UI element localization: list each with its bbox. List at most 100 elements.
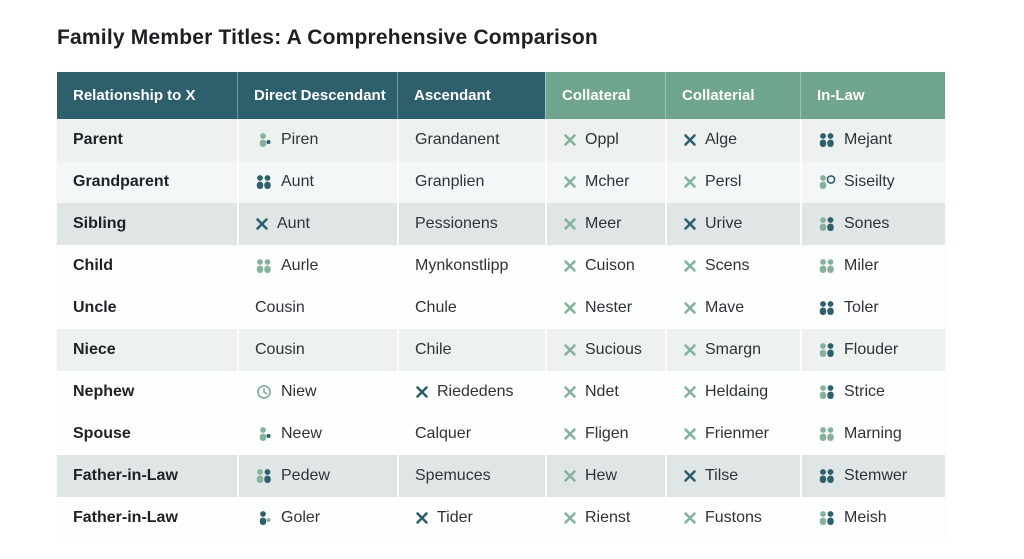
table-cell: Ndet [545, 371, 665, 413]
people-mixed-icon [255, 468, 273, 484]
x-green-icon [563, 175, 577, 189]
table-cell: Aurle [237, 245, 397, 287]
cell-text: Neew [281, 425, 322, 442]
x-green-icon [683, 175, 697, 189]
cell-text: Tider [437, 509, 473, 526]
cell-text: Riededens [437, 383, 514, 400]
cell-text: Pessionens [415, 215, 498, 232]
cell-text: Piren [281, 131, 319, 148]
table-cell: Piren [237, 119, 397, 161]
x-green-icon [563, 217, 577, 231]
table-cell: Neew [237, 413, 397, 455]
table-cell: Oppl [545, 119, 665, 161]
row-relationship: Parent [73, 131, 123, 148]
table-cell: Alge [665, 119, 800, 161]
cell-text: Hew [585, 467, 618, 484]
table-cell: Persl [665, 161, 800, 203]
cell-text: Smargn [705, 341, 762, 358]
table-row: Spouse Neew Calquer Fligen Frienmer Marning [57, 413, 945, 455]
table-cell: Fustons [665, 497, 800, 539]
x-green-icon [563, 259, 577, 273]
cell-text: Chile [415, 341, 452, 358]
x-green-icon [563, 385, 577, 399]
table-row: Child Aurle Mynkonstlipp Cuison Scens Miler [57, 245, 945, 287]
clock-icon [255, 384, 273, 400]
x-green-icon [683, 343, 697, 357]
table-cell: Meish [800, 497, 945, 539]
table-row: Father-in-Law Goler Tider Rienst Fustons Meis… [57, 497, 945, 539]
people-dark-icon [255, 174, 273, 190]
table-cell: Smargn [665, 329, 800, 371]
cell-text: Cousin [255, 299, 305, 316]
table-cell: Spemuces [397, 455, 545, 497]
table-cell: Niew [237, 371, 397, 413]
x-green-icon [563, 343, 577, 357]
cell-text: Fligen [585, 425, 629, 442]
table-cell: Sones [800, 203, 945, 245]
table-cell: Aunt [237, 161, 397, 203]
table-cell: Sucious [545, 329, 665, 371]
table-row: Niece Cousin Chile Sucious Smargn Flouder [57, 329, 945, 371]
cell-text: Urive [705, 215, 743, 232]
x-dark-icon [683, 217, 697, 231]
table-row: Sibling Aunt Pessionens Meer Urive Sones [57, 203, 945, 245]
table-cell: Cuison [545, 245, 665, 287]
cell-text: Sucious [585, 341, 642, 358]
column-header-relationship-to-x: Relationship to X [57, 72, 237, 119]
cell-text: Strice [844, 383, 885, 400]
table-cell: Mcher [545, 161, 665, 203]
table-cell: Rienst [545, 497, 665, 539]
row-relationship: Uncle [73, 299, 117, 316]
people-mixed-icon [818, 342, 836, 358]
x-green-icon [563, 469, 577, 483]
x-green-icon [683, 427, 697, 441]
cell-text: Aurle [281, 257, 319, 274]
table-cell: Tider [397, 497, 545, 539]
cell-text: Frienmer [705, 425, 770, 442]
table-cell: Chile [397, 329, 545, 371]
table-row: Father-in-Law Pedew Spemuces Hew Tilse Stemwe… [57, 455, 945, 497]
x-green-icon [683, 511, 697, 525]
cell-text: Rienst [585, 509, 631, 526]
x-green-icon [563, 301, 577, 315]
people-dark-icon [818, 132, 836, 148]
table-cell: Aunt [237, 203, 397, 245]
table-cell: Tilse [665, 455, 800, 497]
column-header-in-law: In-Law [800, 72, 945, 119]
table-cell: Chule [397, 287, 545, 329]
table-cell: Frienmer [665, 413, 800, 455]
x-green-icon [683, 301, 697, 315]
cell-text: Ndet [585, 383, 619, 400]
cell-text: Spemuces [415, 467, 491, 484]
column-header-ascendant: Ascendant [397, 72, 545, 119]
table-cell: Scens [665, 245, 800, 287]
row-relationship: Grandparent [73, 173, 170, 190]
row-relationship: Niece [73, 341, 116, 358]
row-relationship: Spouse [73, 425, 131, 442]
table-row: Parent Piren Grandanent Oppl Alge Mejant [57, 119, 945, 161]
people-dark-icon [818, 300, 836, 316]
cell-text: Mynkonstlipp [415, 257, 509, 274]
person-dark-icon [255, 510, 273, 526]
table-cell: Cousin [237, 329, 397, 371]
cell-text: Persl [705, 173, 742, 190]
cell-text: Nester [585, 299, 633, 316]
cell-text: Niew [281, 383, 317, 400]
cell-text: Siseilty [844, 173, 895, 190]
table-cell: Miler [800, 245, 945, 287]
cell-text: Mcher [585, 173, 630, 190]
table-row: Grandparent Aunt Granplien Mcher Persl Siseil… [57, 161, 945, 203]
people-mixed-icon [818, 384, 836, 400]
cell-text: Meer [585, 215, 622, 232]
row-relationship: Child [73, 257, 113, 274]
cell-text: Miler [844, 257, 879, 274]
people-mixed-icon [818, 216, 836, 232]
table-cell: Pedew [237, 455, 397, 497]
cell-text: Sones [844, 215, 890, 232]
cell-text: Marning [844, 425, 902, 442]
cell-text: Alge [705, 131, 738, 148]
cell-text: Toler [844, 299, 879, 316]
cell-text: Granplien [415, 173, 485, 190]
table-cell: Grandanent [397, 119, 545, 161]
x-green-icon [563, 133, 577, 147]
